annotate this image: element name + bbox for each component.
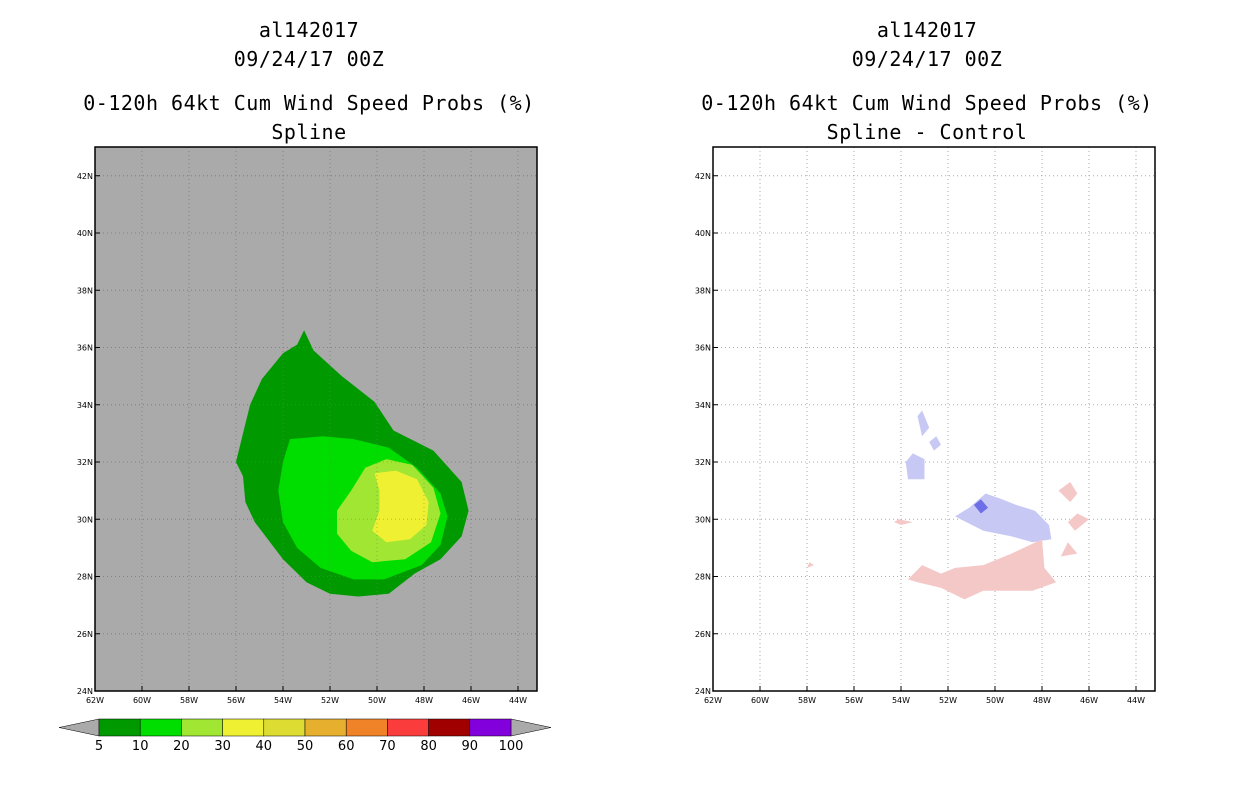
- y-tick-label: 30N: [695, 515, 711, 524]
- y-tick-label: 42N: [77, 172, 93, 181]
- right-chart-panel: al142017 09/24/17 00Z 0-120h 64kt Cum Wi…: [618, 0, 1236, 800]
- y-tick-label: 30N: [77, 515, 93, 524]
- y-tick-label: 42N: [695, 172, 711, 181]
- contour-1to3: [1067, 513, 1089, 531]
- y-tick-label: 36N: [77, 344, 93, 353]
- plot-frame: [712, 146, 1156, 692]
- colorbar-label: 70: [379, 739, 396, 754]
- y-tick-label: 38N: [695, 286, 711, 295]
- x-tick-label: 52W: [939, 696, 957, 705]
- colorbar-swatch: [345, 718, 388, 737]
- storm-id-title: al142017: [876, 18, 978, 42]
- chart-title: 0-120h 64kt Cum Wind Speed Probs (%): [83, 91, 535, 115]
- left-chart-panel: al142017 09/24/17 00Z 0-120h 64kt Cum Wi…: [58, 18, 552, 754]
- x-tick-label: 50W: [368, 696, 386, 705]
- contour--3to-1: [905, 453, 925, 480]
- contour-1to3: [807, 562, 814, 568]
- chart-title: 0-120h 64kt Cum Wind Speed Probs (%): [701, 91, 1153, 115]
- date-title: 09/24/17 00Z: [851, 47, 1003, 71]
- colorbar-swatch: [98, 718, 141, 737]
- x-tick-label: 62W: [86, 696, 104, 705]
- colorbar-swatch: [428, 718, 471, 737]
- probability-map: 62W 60W 58W 56W 54W 52W 50W 48W 46W 44W 24N 26N 28N 3…: [58, 146, 552, 754]
- colorbar-label: 30: [214, 739, 231, 754]
- contour--3to-1: [929, 436, 941, 451]
- y-tick-label: 32N: [695, 458, 711, 467]
- date-title: 09/24/17 00Z: [233, 47, 385, 71]
- y-tick-label: 40N: [695, 229, 711, 238]
- x-tick-label: 56W: [227, 696, 245, 705]
- colorbar-swatch: [387, 718, 429, 737]
- x-tick-label: 58W: [798, 696, 816, 705]
- y-tick-label: 40N: [77, 229, 93, 238]
- contour-30-40: [372, 470, 429, 543]
- x-tick-label: 44W: [509, 696, 527, 705]
- x-tick-label: 54W: [274, 696, 292, 705]
- colorbar-swatch: [181, 718, 223, 737]
- x-tick-label: 44W: [1127, 696, 1145, 705]
- x-tick-label: 58W: [180, 696, 198, 705]
- contour-1to3: [894, 519, 913, 525]
- y-tick-label: 24N: [77, 687, 93, 696]
- x-tick-label: 52W: [321, 696, 339, 705]
- colorbar-label: 50: [297, 739, 314, 754]
- colorbar-label: 80: [420, 739, 437, 754]
- colorbar-label: 40: [256, 739, 273, 754]
- colorbar-label: 90: [462, 739, 479, 754]
- colorbar-label: 5: [95, 739, 103, 754]
- colorbar-label: 60: [338, 739, 355, 754]
- y-tick-label: 26N: [695, 630, 711, 639]
- x-tick-label: 48W: [1033, 696, 1051, 705]
- y-tick-label: 36N: [695, 344, 711, 353]
- x-tick-label: 54W: [892, 696, 910, 705]
- x-tick-label: 46W: [462, 696, 480, 705]
- x-tick-label: 50W: [986, 696, 1004, 705]
- colorbar-swatch: [469, 718, 512, 737]
- chart-subtitle: Spline: [271, 120, 347, 144]
- colorbar-label: 10: [132, 739, 149, 754]
- y-tick-label: 32N: [77, 458, 93, 467]
- contour-1to3: [1058, 482, 1078, 503]
- colorbar-label: 100: [499, 739, 524, 754]
- colorbar-high-arrow: [510, 718, 552, 737]
- colorbar-swatch: [222, 718, 265, 737]
- y-tick-label: 28N: [695, 573, 711, 582]
- plot-frame: [94, 146, 538, 692]
- y-tick-label: 34N: [77, 401, 93, 410]
- x-tick-label: 48W: [415, 696, 433, 705]
- y-tick-label: 34N: [695, 401, 711, 410]
- y-tick-label: 24N: [695, 687, 711, 696]
- contour--3to-1: [917, 410, 930, 437]
- y-tick-label: 38N: [77, 286, 93, 295]
- difference-map: 62W 60W 58W 56W 54W 52W 50W 48W 46W 44W 24N 26N 28N 3…: [695, 146, 1156, 705]
- contour-1to3: [1060, 542, 1078, 557]
- x-tick-label: 56W: [845, 696, 863, 705]
- colorbar-label: 20: [173, 739, 190, 754]
- contour-1to3: [908, 539, 1057, 600]
- x-tick-label: 60W: [133, 696, 151, 705]
- x-tick-label: 60W: [751, 696, 769, 705]
- storm-id-title: al142017: [258, 18, 360, 42]
- colorbar-low-arrow: [58, 718, 100, 737]
- plot-background: [713, 147, 1155, 691]
- contour--5to-3: [973, 499, 988, 514]
- x-tick-label: 62W: [704, 696, 722, 705]
- colorbar-swatch: [263, 718, 306, 737]
- y-tick-label: 28N: [77, 573, 93, 582]
- x-tick-label: 46W: [1080, 696, 1098, 705]
- y-tick-label: 26N: [77, 630, 93, 639]
- colorbar-swatch: [139, 718, 182, 737]
- colorbar-swatch: [304, 718, 347, 737]
- chart-subtitle: Spline - Control: [826, 120, 1028, 144]
